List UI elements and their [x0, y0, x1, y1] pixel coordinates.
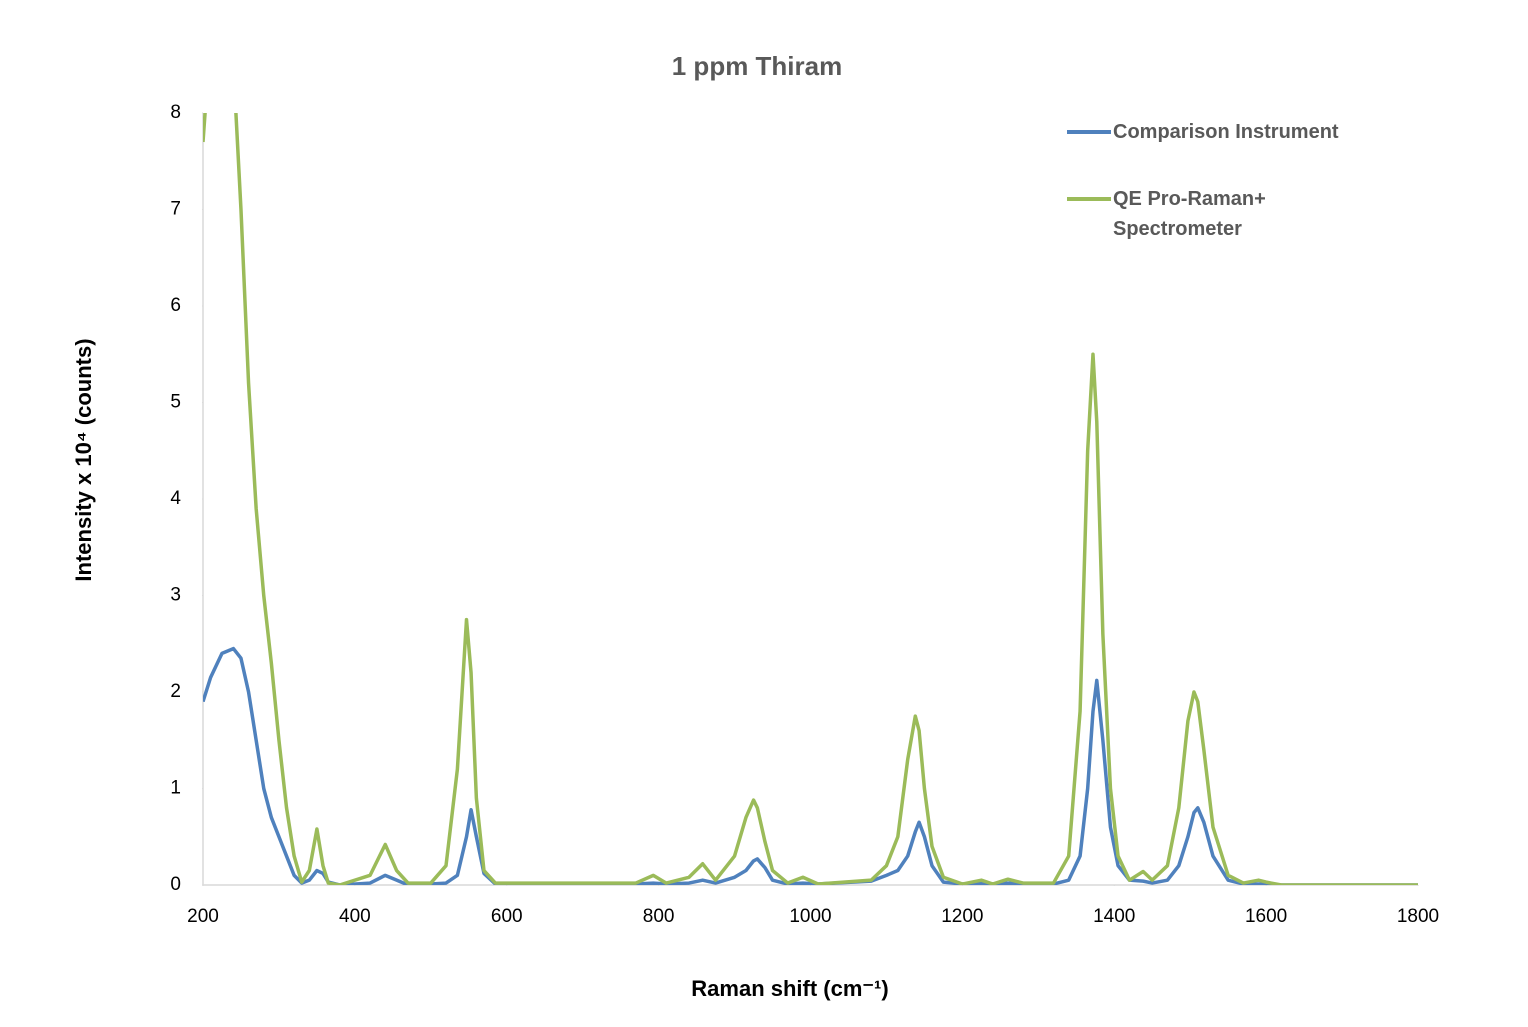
y-tick-label: 6 [170, 295, 181, 316]
y-tick-label: 1 [170, 778, 181, 799]
chart-title: 1 ppm Thiram [672, 51, 842, 81]
y-tick-label: 2 [170, 681, 181, 702]
x-axis-label: Raman shift (cm⁻¹) [691, 976, 888, 1001]
y-tick-label: 5 [170, 392, 181, 413]
series-line [203, 646, 1418, 885]
x-tick-label: 1400 [1093, 906, 1135, 927]
legend-swatch [1067, 197, 1111, 201]
x-tick-label: 1800 [1397, 906, 1439, 927]
legend-label: QE Pro-Raman+ Spectrometer [1113, 188, 1266, 240]
y-tick-label: 8 [170, 102, 181, 123]
y-tick-label: 3 [170, 585, 181, 606]
legend-label: Comparison Instrument [1113, 121, 1339, 143]
x-tick-label: 400 [339, 906, 371, 927]
y-tick-label: 0 [170, 874, 181, 895]
y-axis-label: Intensity x 10⁴ (counts) [71, 338, 96, 581]
y-tick-label: 4 [170, 488, 181, 509]
plot-lines [203, 113, 1418, 885]
y-tick-label: 7 [170, 199, 181, 220]
x-tick-label: 600 [491, 906, 523, 927]
x-tick-label: 200 [187, 906, 219, 927]
legend-swatch [1067, 130, 1111, 134]
x-tick-label: 800 [643, 906, 675, 927]
x-tick-label: 1000 [789, 906, 831, 927]
x-tick-label: 1600 [1245, 906, 1287, 927]
x-tick-label: 1200 [941, 906, 983, 927]
series-line [203, 113, 1418, 885]
